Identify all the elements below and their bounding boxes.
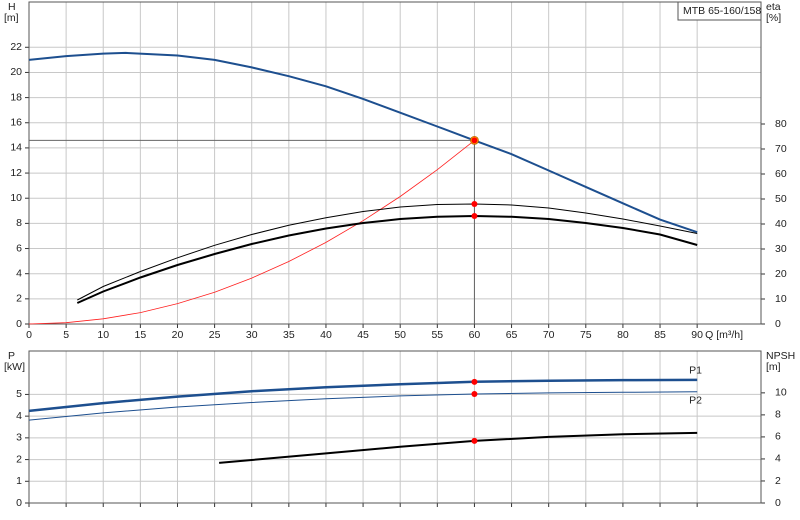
x-tick-label: 90 [691,329,703,341]
y2-tick-label: 2 [775,475,781,487]
y2-tick-label: 10 [775,293,787,305]
y2-tick-label: 70 [775,143,787,155]
series-label: P2 [689,395,702,407]
curve [219,431,698,464]
y2-axis-unit: [%] [766,12,781,24]
x-tick-label: 80 [617,329,629,341]
operating-point [471,437,478,444]
x-tick-label: 35 [283,329,295,341]
x-tick-label: 25 [209,329,221,341]
operating-point [471,137,478,144]
x-tick-label: 5 [63,329,69,341]
y2-tick-label: 80 [775,118,787,130]
y-axis-label: H [8,1,16,13]
chart-title: MTB 65-160/158 [683,5,761,17]
y2-axis-label: eta [766,1,781,13]
y-tick-label: 14 [10,142,22,154]
y2-tick-label: 4 [775,453,781,465]
y-tick-label: 22 [10,41,22,53]
y-tick-label: 2 [16,453,22,465]
operating-point [471,213,478,219]
x-tick-label: 40 [320,329,332,341]
model-box [677,1,762,21]
y-tick-label: 12 [10,167,22,179]
x-tick-label: 30 [246,329,258,341]
series-label: P1 [689,365,702,377]
y2-tick-label: 10 [775,387,787,399]
plot-frame [28,350,762,504]
y-tick-label: 1 [16,475,22,487]
x-tick-label: 0 [26,329,32,341]
curve [28,378,698,413]
x-tick-label: 65 [506,329,518,341]
y-axis-label: P [8,350,15,362]
y-tick-label: 18 [10,91,22,103]
x-tick-label: 10 [97,329,109,341]
y2-tick-label: 40 [775,218,787,230]
y-tick-label: 6 [16,242,22,254]
y-tick-label: 3 [16,432,22,444]
x-tick-label: 20 [172,329,184,341]
y2-axis-label: NPSH [766,350,795,362]
y2-tick-label: 50 [775,193,787,205]
plot-frame [28,1,762,325]
y2-tick-label: 0 [775,497,781,509]
x-tick-label: 15 [135,329,147,341]
x-tick-label: 60 [469,329,481,341]
operating-point [471,378,478,385]
curve [77,203,698,301]
y2-tick-label: 6 [775,431,781,443]
y-tick-label: 4 [16,267,22,279]
y-tick-label: 16 [10,117,22,129]
y2-tick-label: 20 [775,268,787,280]
y2-axis-unit: [m] [766,361,781,373]
curve [76,214,698,304]
x-tick-label: 85 [654,329,666,341]
y-tick-label: 2 [16,293,22,305]
x-tick-label: 55 [431,329,443,341]
y2-tick-label: 8 [775,409,781,421]
y-tick-label: 8 [16,217,22,229]
y-tick-label: 0 [16,497,22,509]
y2-tick-label: 60 [775,168,787,180]
operating-point [471,390,478,397]
x-axis-label: Q [m³/h] [705,329,743,341]
y2-tick-label: 30 [775,243,787,255]
y-axis-unit: [kW] [4,361,25,373]
x-tick-label: 50 [394,329,406,341]
curve [28,51,698,234]
y-tick-label: 10 [10,192,22,204]
x-tick-label: 70 [543,329,555,341]
y2-tick-label: 0 [775,318,781,330]
y-tick-label: 5 [16,388,22,400]
x-tick-label: 75 [580,329,592,341]
y-tick-label: 4 [16,410,22,422]
y-tick-label: 0 [16,318,22,330]
x-tick-label: 45 [357,329,369,341]
operating-point [471,201,478,207]
curve [28,391,698,421]
y-axis-unit: [m] [4,12,19,24]
curve [28,140,475,325]
y-tick-label: 20 [10,66,22,78]
